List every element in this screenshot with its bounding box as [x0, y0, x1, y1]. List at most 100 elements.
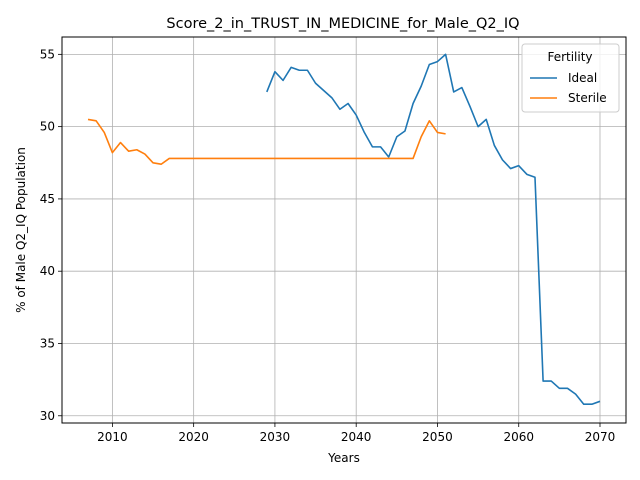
data-point-sterile — [242, 158, 244, 160]
x-tick-label: 2060 — [503, 430, 534, 444]
data-point-ideal — [550, 380, 552, 382]
data-point-sterile — [160, 163, 162, 165]
data-point-ideal — [274, 71, 276, 73]
data-point-ideal — [469, 106, 471, 108]
data-point-sterile — [380, 158, 382, 160]
data-point-ideal — [290, 67, 292, 69]
data-point-ideal — [453, 91, 455, 93]
y-axis-label: % of Male Q2_IQ Population — [14, 147, 28, 313]
data-point-ideal — [339, 108, 341, 110]
data-point-sterile — [445, 133, 447, 135]
x-tick-label: 2040 — [341, 430, 372, 444]
data-point-ideal — [412, 103, 414, 105]
data-point-ideal — [583, 403, 585, 405]
legend-label-ideal: Ideal — [568, 71, 597, 85]
data-point-ideal — [282, 80, 284, 82]
data-point-sterile — [307, 158, 309, 160]
series-line-ideal — [266, 53, 601, 406]
data-point-ideal — [599, 401, 601, 403]
data-point-sterile — [233, 158, 235, 160]
data-point-sterile — [95, 120, 97, 122]
data-point-sterile — [225, 158, 227, 160]
data-point-sterile — [290, 158, 292, 160]
data-point-sterile — [331, 158, 333, 160]
data-point-ideal — [420, 85, 422, 87]
data-point-sterile — [396, 158, 398, 160]
plot-frame — [61, 36, 627, 424]
data-point-ideal — [372, 146, 374, 148]
data-point-sterile — [420, 136, 422, 138]
data-point-ideal — [307, 69, 309, 71]
data-point-ideal — [591, 403, 593, 405]
data-point-sterile — [364, 158, 366, 160]
data-point-ideal — [364, 132, 366, 134]
y-tick-label: 45 — [40, 192, 55, 206]
data-point-ideal — [485, 119, 487, 121]
data-point-sterile — [87, 119, 89, 121]
data-point-ideal — [331, 97, 333, 99]
data-point-ideal — [526, 174, 528, 176]
data-point-sterile — [437, 132, 439, 134]
data-point-sterile — [193, 158, 195, 160]
data-point-sterile — [201, 158, 203, 160]
data-point-ideal — [461, 87, 463, 89]
data-point-sterile — [136, 149, 138, 151]
data-point-sterile — [177, 158, 179, 160]
y-tick-label: 30 — [40, 409, 55, 423]
data-point-sterile — [120, 142, 122, 144]
data-point-ideal — [388, 156, 390, 158]
x-tick-label: 2030 — [260, 430, 291, 444]
data-point-sterile — [404, 158, 406, 160]
data-point-ideal — [494, 145, 496, 147]
data-point-ideal — [567, 388, 569, 390]
data-point-sterile — [152, 162, 154, 164]
data-point-sterile — [266, 158, 268, 160]
y-tick-label: 35 — [40, 336, 55, 350]
data-point-sterile — [412, 158, 414, 160]
data-point-sterile — [217, 158, 219, 160]
x-tick-label: 2010 — [97, 430, 128, 444]
data-point-ideal — [380, 146, 382, 148]
data-point-ideal — [315, 82, 317, 84]
data-point-ideal — [299, 69, 301, 71]
y-tick-label: 40 — [40, 264, 55, 278]
data-point-ideal — [502, 159, 504, 161]
data-point-sterile — [372, 158, 374, 160]
data-point-ideal — [429, 64, 431, 66]
data-point-sterile — [274, 158, 276, 160]
data-point-sterile — [128, 150, 130, 152]
data-point-ideal — [347, 103, 349, 105]
data-point-ideal — [266, 91, 268, 93]
data-point-ideal — [477, 126, 479, 128]
data-point-ideal — [445, 54, 447, 56]
data-point-ideal — [542, 380, 544, 382]
x-axis-ticks: 2010 2020 2030 2040 2050 2060 2070 — [97, 423, 615, 444]
data-point-sterile — [339, 158, 341, 160]
y-tick-label: 50 — [40, 120, 55, 134]
data-point-ideal — [534, 176, 536, 178]
x-tick-label: 2070 — [585, 430, 616, 444]
data-point-sterile — [250, 158, 252, 160]
data-point-sterile — [299, 158, 301, 160]
legend-label-sterile: Sterile — [568, 91, 607, 105]
data-point-ideal — [437, 61, 439, 63]
data-point-sterile — [185, 158, 187, 160]
data-point-sterile — [112, 152, 114, 154]
x-axis-label: Years — [327, 451, 360, 465]
data-point-sterile — [258, 158, 260, 160]
data-point-sterile — [315, 158, 317, 160]
data-point-ideal — [518, 165, 520, 167]
data-point-ideal — [355, 114, 357, 116]
legend: Fertility Ideal Sterile — [521, 43, 620, 113]
data-point-sterile — [429, 120, 431, 122]
data-point-ideal — [404, 130, 406, 132]
data-point-sterile — [355, 158, 357, 160]
data-point-sterile — [388, 158, 390, 160]
data-point-ideal — [396, 136, 398, 138]
series-line-sterile — [87, 118, 446, 166]
legend-box — [521, 43, 620, 113]
data-point-sterile — [103, 132, 105, 134]
data-point-ideal — [323, 90, 325, 92]
plot-series — [87, 53, 601, 406]
